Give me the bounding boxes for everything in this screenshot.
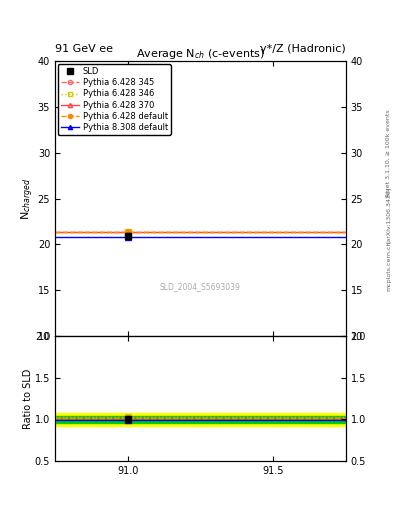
Text: 91 GeV ee: 91 GeV ee — [55, 44, 113, 54]
Bar — [55, 413, 346, 426]
Bar — [55, 416, 346, 422]
Text: mcplots.cern.ch: mcplots.cern.ch — [386, 241, 391, 291]
Y-axis label: N$_{charged}$: N$_{charged}$ — [20, 178, 36, 220]
Legend: SLD, Pythia 6.428 345, Pythia 6.428 346, Pythia 6.428 370, Pythia 6.428 default,: SLD, Pythia 6.428 345, Pythia 6.428 346,… — [57, 64, 171, 135]
Text: SLD_2004_S5693039: SLD_2004_S5693039 — [160, 282, 241, 291]
Y-axis label: Ratio to SLD: Ratio to SLD — [24, 368, 33, 429]
Text: Rivet 3.1.10, ≥ 100k events: Rivet 3.1.10, ≥ 100k events — [386, 110, 391, 198]
Text: γ*/Z (Hadronic): γ*/Z (Hadronic) — [260, 44, 346, 54]
Text: [arXiv:1306.3436]: [arXiv:1306.3436] — [386, 187, 391, 243]
Title: Average N$_{ch}$ (c-events): Average N$_{ch}$ (c-events) — [136, 48, 265, 61]
